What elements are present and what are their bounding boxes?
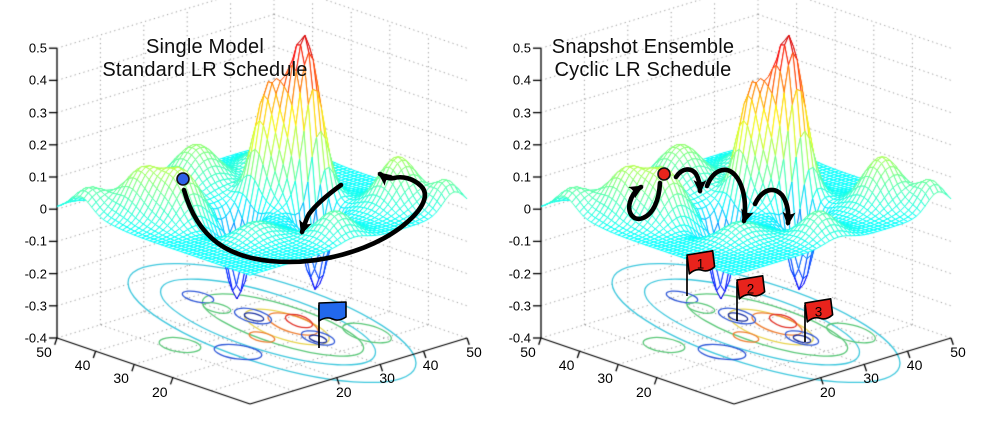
y-axis-tick-label: 50 bbox=[520, 344, 536, 360]
y-axis-tick-label: 30 bbox=[597, 370, 613, 387]
z-tick-label: 0.1 bbox=[512, 169, 531, 185]
title-line-2: Cyclic LR Schedule bbox=[554, 59, 732, 81]
z-tick-label: -0.4 bbox=[508, 330, 531, 346]
z-tick-label: 0.4 bbox=[512, 72, 531, 88]
panel-title-single-model: Single Model Standard LR Schedule bbox=[35, 36, 375, 82]
y-axis-tick-label: 40 bbox=[558, 357, 575, 374]
x-axis-tick-label: 40 bbox=[422, 357, 439, 374]
title-line-2: Standard LR Schedule bbox=[102, 59, 308, 81]
title-line-1: Single Model bbox=[145, 36, 265, 58]
flag-number: 3 bbox=[815, 304, 823, 319]
sgd-final-descent-arrow bbox=[299, 182, 344, 235]
z-tick-label: -0.1 bbox=[24, 233, 47, 249]
snapshot-flag-1: 1 bbox=[686, 250, 716, 296]
z-tick-label: -0.2 bbox=[508, 266, 531, 282]
z-tick-label: 0.5 bbox=[28, 40, 47, 56]
sgd-trajectory-arrow bbox=[181, 171, 428, 265]
flag-number: 2 bbox=[747, 281, 755, 296]
start-point-dot-red bbox=[657, 167, 671, 181]
x-axis-tick-label: 20 bbox=[820, 383, 836, 400]
cyclic-hop-arrow-1 bbox=[673, 167, 707, 194]
flag-body bbox=[686, 250, 716, 275]
panel-title-snapshot-ensemble: Snapshot Ensemble Cyclic LR Schedule bbox=[473, 36, 813, 82]
z-tick-label: 0.3 bbox=[28, 105, 47, 121]
y-axis-tick-label: 20 bbox=[152, 383, 168, 400]
z-tick-label: 0 bbox=[523, 201, 531, 217]
x-axis-tick-label: 20 bbox=[336, 383, 352, 400]
cyclic-hop-arrow-3 bbox=[752, 187, 796, 226]
z-tick-label: -0.2 bbox=[24, 266, 47, 282]
z-tick-label: 0.3 bbox=[512, 105, 531, 121]
x-axis-tick-label: 30 bbox=[863, 370, 879, 387]
flag-number: 1 bbox=[697, 256, 705, 271]
final-model-flag-blue bbox=[318, 301, 347, 348]
flag-body bbox=[318, 301, 347, 322]
title-line-1: Snapshot Ensemble bbox=[551, 36, 735, 58]
cyclic-hop-arrow-2 bbox=[704, 167, 754, 224]
cyclic-converge-curl-arrow bbox=[626, 180, 663, 222]
x-axis-tick-label: 40 bbox=[906, 357, 923, 374]
x-axis-tick-label: 50 bbox=[466, 344, 482, 360]
z-tick-label: 0.2 bbox=[512, 137, 531, 153]
flag-body bbox=[736, 275, 766, 300]
x-axis-tick-label: 30 bbox=[379, 370, 395, 387]
z-tick-label: -0.3 bbox=[508, 298, 531, 314]
z-tick-label: 0 bbox=[39, 201, 47, 217]
z-tick-label: -0.1 bbox=[508, 233, 531, 249]
flag-body bbox=[804, 298, 834, 323]
y-axis-tick-label: 40 bbox=[74, 357, 91, 374]
x-axis-tick-label: 50 bbox=[950, 344, 966, 360]
y-axis-tick-label: 50 bbox=[36, 344, 52, 360]
snapshot-flag-3: 3 bbox=[804, 298, 834, 342]
start-point-dot-blue bbox=[176, 172, 190, 186]
snapshot-flag-2: 2 bbox=[736, 275, 766, 321]
z-tick-label: 0.4 bbox=[28, 72, 47, 88]
z-tick-label: 0.2 bbox=[28, 137, 47, 153]
y-axis-tick-label: 30 bbox=[113, 370, 129, 387]
y-axis-tick-label: 20 bbox=[636, 383, 652, 400]
z-tick-label: -0.4 bbox=[24, 330, 47, 346]
z-tick-label: -0.3 bbox=[24, 298, 47, 314]
z-tick-label: 0.1 bbox=[28, 169, 47, 185]
z-tick-label: 0.5 bbox=[512, 40, 531, 56]
